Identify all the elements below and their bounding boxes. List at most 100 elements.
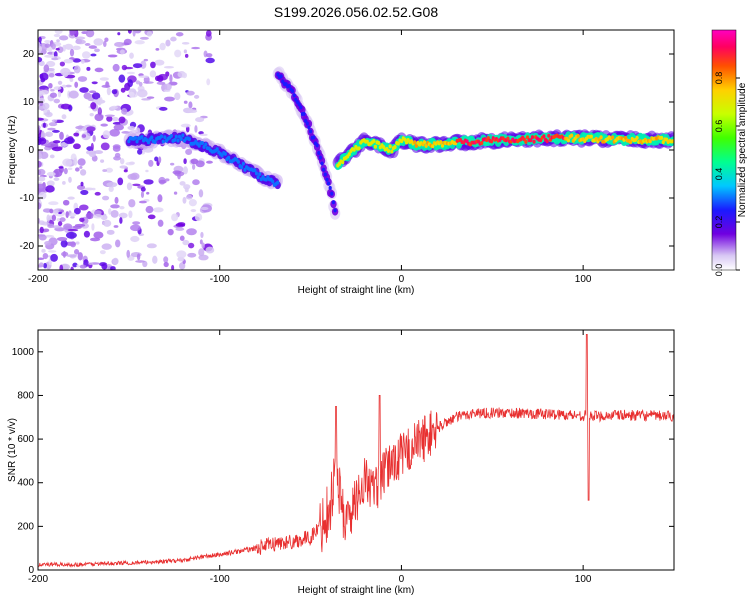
noise-blob bbox=[57, 46, 64, 53]
noise-blob bbox=[90, 102, 97, 110]
noise-blob bbox=[128, 161, 135, 165]
noise-blob bbox=[91, 187, 96, 191]
noise-blob bbox=[128, 210, 133, 219]
ridge-mark bbox=[240, 165, 244, 170]
noise-blob bbox=[103, 40, 107, 48]
noise-blob bbox=[100, 159, 105, 163]
ridge-mark bbox=[163, 135, 167, 140]
noise-blob bbox=[103, 219, 112, 227]
noise-blob bbox=[47, 127, 56, 131]
ridge-mark bbox=[525, 135, 530, 140]
ridge-mark bbox=[532, 139, 536, 144]
y-tick-label: 20 bbox=[23, 49, 35, 60]
noise-blob bbox=[46, 214, 51, 222]
noise-blob bbox=[172, 170, 182, 175]
noise-blob bbox=[112, 116, 119, 122]
ridge-mark bbox=[287, 83, 291, 88]
noise-blob bbox=[174, 92, 181, 101]
ridge-mark bbox=[318, 155, 322, 160]
ridge-mark bbox=[299, 105, 303, 110]
noise-blob bbox=[191, 46, 201, 50]
ridge-mark bbox=[400, 139, 404, 144]
noise-blob bbox=[146, 243, 157, 249]
ridge-mark bbox=[357, 146, 361, 151]
noise-blob bbox=[155, 48, 160, 51]
noise-blob bbox=[74, 223, 86, 228]
noise-blob bbox=[135, 260, 146, 263]
y-tick-label: 400 bbox=[17, 478, 34, 489]
noise-blob bbox=[195, 117, 205, 123]
noise-blob bbox=[38, 117, 45, 121]
noise-blob bbox=[91, 223, 95, 231]
noise-blob bbox=[73, 132, 80, 137]
noise-blob bbox=[114, 41, 125, 47]
ridge-mark bbox=[628, 140, 633, 145]
noise-blob bbox=[44, 40, 51, 44]
noise-blob bbox=[132, 30, 136, 37]
y-tick-label: 200 bbox=[17, 521, 34, 532]
colorbar-tick-label: 0.0 bbox=[714, 264, 724, 277]
ridge-mark bbox=[133, 135, 137, 140]
noise-blob bbox=[101, 195, 110, 201]
noise-blob bbox=[68, 90, 79, 99]
noise-blob bbox=[102, 130, 111, 139]
ridge-mark bbox=[524, 139, 528, 144]
noise-blob bbox=[89, 237, 101, 242]
noise-blob bbox=[99, 250, 106, 255]
noise-blob bbox=[84, 43, 91, 46]
noise-blob bbox=[77, 76, 88, 82]
noise-blob bbox=[121, 131, 130, 134]
y-tick-label: 0 bbox=[28, 145, 34, 156]
noise-blob bbox=[195, 160, 205, 168]
noise-blob bbox=[42, 252, 49, 260]
ridge-mark bbox=[530, 135, 535, 140]
noise-blob bbox=[117, 32, 121, 36]
noise-blob bbox=[48, 82, 53, 89]
noise-blob bbox=[70, 216, 75, 219]
noise-blob bbox=[128, 199, 136, 208]
noise-blob bbox=[60, 67, 71, 76]
noise-blob bbox=[126, 249, 131, 258]
noise-blob bbox=[65, 211, 69, 219]
ridge-mark bbox=[290, 89, 295, 94]
noise-blob bbox=[171, 213, 179, 222]
ridge-mark bbox=[323, 172, 327, 177]
noise-blob bbox=[94, 48, 100, 53]
noise-blob bbox=[76, 264, 80, 268]
noise-blob bbox=[93, 38, 104, 46]
ridge-mark bbox=[317, 150, 321, 155]
x-tick-label: -100 bbox=[210, 274, 230, 285]
ridge-mark bbox=[322, 167, 326, 172]
noise-blob bbox=[130, 172, 140, 180]
noise-blob bbox=[158, 179, 167, 184]
noise-blob bbox=[205, 30, 212, 37]
noise-blob bbox=[146, 31, 153, 37]
noise-blob bbox=[46, 180, 55, 187]
ridge-mark bbox=[333, 208, 337, 213]
noise-blob bbox=[38, 234, 47, 241]
noise-blob bbox=[112, 257, 119, 265]
y-tick-label: 800 bbox=[17, 390, 34, 401]
noise-blob bbox=[92, 214, 104, 219]
noise-blob bbox=[69, 48, 75, 57]
noise-blob bbox=[100, 142, 110, 151]
noise-blob bbox=[48, 250, 57, 253]
noise-blob bbox=[79, 264, 87, 269]
ridge-mark bbox=[570, 133, 574, 138]
noise-blob bbox=[75, 39, 86, 45]
noise-blob bbox=[132, 63, 143, 69]
noise-blob bbox=[59, 217, 66, 222]
noise-blob bbox=[75, 241, 80, 245]
spectrogram-x-ticks: -200 -100 0 100 bbox=[28, 30, 592, 285]
noise-blob bbox=[54, 30, 63, 35]
noise-blob bbox=[153, 207, 164, 213]
ridge-mark bbox=[326, 181, 331, 186]
noise-blob bbox=[65, 231, 77, 239]
ridge-mark bbox=[372, 138, 376, 143]
noise-blob bbox=[61, 114, 67, 120]
x-tick-label: 100 bbox=[575, 574, 592, 585]
colorbar: 0.0 0.2 0.4 0.6 0.8 Normalized spectral ampl… bbox=[711, 29, 748, 277]
noise-blob bbox=[167, 228, 174, 236]
ridge-mark bbox=[589, 134, 593, 139]
noise-blob bbox=[64, 43, 74, 50]
